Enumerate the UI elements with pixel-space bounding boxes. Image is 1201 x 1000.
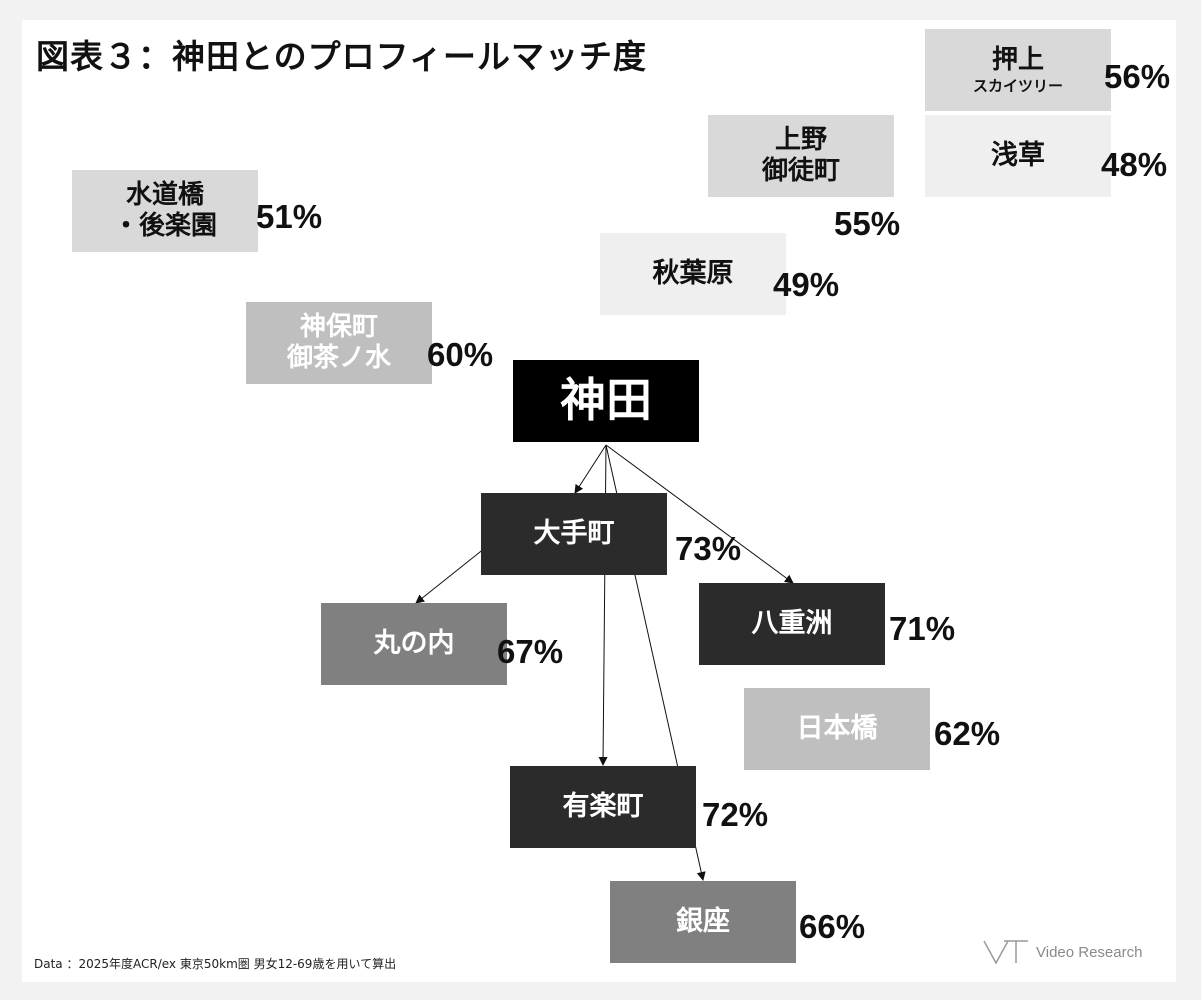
node-yaesu: 八重洲 <box>699 583 885 665</box>
arrow-kanda-yaesu <box>605 444 794 584</box>
vr-logo-mark-icon <box>983 940 1028 965</box>
node-otemachi-label: 大手町 <box>533 517 615 549</box>
node-kanda: 神田 <box>513 360 699 442</box>
node-jimbocho-label-2: 御茶ノ水 <box>286 343 391 373</box>
arrow-otemachi-marunouchi <box>415 547 486 604</box>
node-akihabara: 秋葉原 <box>600 233 786 315</box>
node-marunouchi: 丸の内 <box>321 603 507 685</box>
node-asakusa: 浅草 <box>925 115 1111 197</box>
node-nihonbashi: 日本橋 <box>744 688 930 770</box>
pct-ueno: 55% <box>834 205 901 242</box>
pct-yaesu: 71% <box>889 610 956 647</box>
pct-ginza: 66% <box>799 908 866 945</box>
node-otemachi: 大手町 <box>481 493 667 575</box>
pct-nihonbashi: 62% <box>934 715 1001 752</box>
data-source-footnote: Data ：2025年度ACR/ex 東京50km圏 男女12-69歳を用いて算… <box>34 957 397 971</box>
node-jimbocho: 神保町 御茶ノ水 <box>246 302 432 384</box>
node-jimbocho-label-1: 神保町 <box>299 311 378 342</box>
node-ueno-label-1: 上野 <box>774 124 827 155</box>
node-asakusa-label: 浅草 <box>991 139 1045 171</box>
node-suidobashi-label-1: 水道橋 <box>125 179 204 210</box>
node-nihonbashi-label: 日本橋 <box>796 712 878 744</box>
node-ueno: 上野 御徒町 <box>708 115 894 197</box>
node-yurakucho: 有楽町 <box>510 766 696 848</box>
logo-text: Video Research <box>1036 943 1143 961</box>
node-marunouchi-label: 丸の内 <box>373 627 455 659</box>
node-kanda-label: 神田 <box>560 373 652 428</box>
video-research-logo: Video Research <box>982 936 1157 968</box>
node-suidobashi-label-2: ・後楽園 <box>112 211 217 241</box>
node-ginza: 銀座 <box>610 881 796 963</box>
pct-suidobashi: 51% <box>256 198 323 235</box>
pct-marunouchi: 67% <box>497 633 564 670</box>
node-ueno-label-2: 御徒町 <box>761 156 840 186</box>
chart-title: 図表３：神田とのプロフィールマッチ度 <box>36 37 648 76</box>
node-yaesu-label: 八重洲 <box>751 607 833 639</box>
node-suidobashi: 水道橋 ・後楽園 <box>72 170 258 252</box>
pct-otemachi: 73% <box>675 530 742 567</box>
pct-akihabara: 49% <box>773 266 840 303</box>
node-oshiage-sublabel: スカイツリー <box>972 76 1063 95</box>
pct-yurakucho: 72% <box>702 796 769 833</box>
node-akihabara-label: 秋葉原 <box>652 257 734 289</box>
pct-asakusa: 48% <box>1101 146 1168 183</box>
node-oshiage-label: 押上 <box>991 45 1044 76</box>
pct-jimbocho: 60% <box>427 336 494 373</box>
arrow-kanda-otemachi <box>574 444 607 494</box>
node-oshiage: 押上 スカイツリー <box>925 29 1111 111</box>
node-ginza-label: 銀座 <box>676 905 730 937</box>
node-yurakucho-label: 有楽町 <box>562 790 644 822</box>
pct-oshiage: 56% <box>1104 58 1171 95</box>
